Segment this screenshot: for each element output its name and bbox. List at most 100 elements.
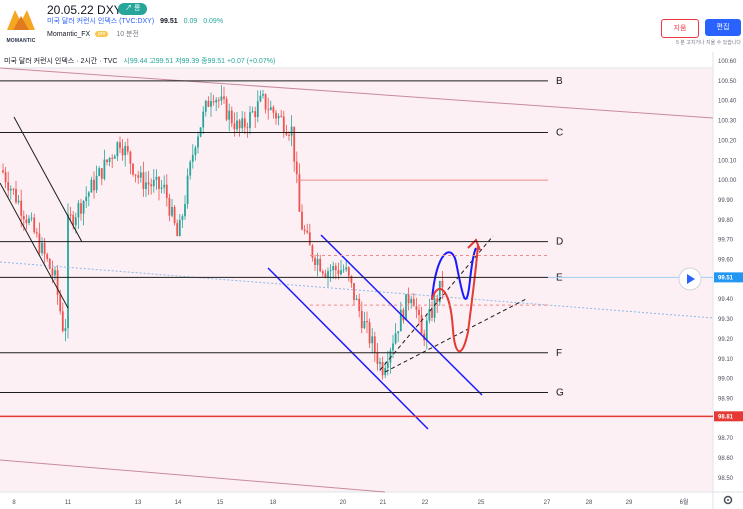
edit-button[interactable]: 편집: [705, 19, 741, 36]
symbol-link[interactable]: 미국 달러 커런시 인덱스 (TVC:DXY): [47, 18, 155, 25]
price-tick-label: 100.20: [718, 138, 737, 144]
price-tick-label: 98.50: [718, 476, 734, 482]
time-tick-label: 18: [270, 500, 277, 506]
candle-body: [233, 123, 236, 130]
channel-upper-line[interactable]: [320, 234, 483, 396]
candle-body: [368, 322, 371, 344]
author-line: Momantic_FX pro 10 분전: [47, 29, 139, 39]
projection-path-red[interactable]: [431, 244, 479, 353]
candle-body: [126, 145, 129, 152]
candle-body: [438, 280, 441, 302]
level-label: D: [556, 237, 563, 248]
projection-path-blue[interactable]: [431, 247, 477, 301]
chart-pane[interactable]: [0, 68, 713, 492]
candle-body: [119, 142, 121, 149]
candle-body: [386, 362, 389, 368]
candle-body: [280, 115, 283, 117]
candle-body: [77, 203, 80, 218]
candle-body: [415, 306, 418, 310]
support-price-tag: [714, 411, 743, 422]
candle-body: [295, 161, 298, 175]
candle-body: [340, 270, 342, 275]
candle-body: [33, 217, 36, 233]
time-ago: 10 분전: [116, 31, 139, 38]
candle-body: [35, 232, 38, 234]
gear-icon[interactable]: [723, 495, 733, 505]
candle-body: [139, 172, 142, 178]
price-tick-label: 99.20: [718, 337, 734, 343]
price-tick-label: 99.00: [718, 377, 734, 383]
candle-body: [254, 111, 257, 118]
candle-body: [106, 159, 108, 163]
candle-body: [132, 163, 134, 175]
price-tick-label: 99.80: [718, 218, 734, 224]
trendline-upper[interactable]: [0, 67, 714, 119]
candle-body: [41, 242, 43, 254]
candle-body: [405, 294, 407, 321]
channel-lower-line[interactable]: [267, 267, 429, 430]
candle-body: [329, 270, 332, 272]
candle-body: [212, 101, 215, 103]
candle-body: [259, 95, 262, 102]
candle-body: [43, 242, 46, 255]
candle-body: [17, 200, 20, 203]
symbol-line: 미국 달러 커런시 인덱스 (TVC:DXY) 99.51 0.09 0.09%: [47, 16, 223, 26]
candle-body: [82, 201, 85, 214]
price-chart[interactable]: BCDEFG 100.60100.50100.40100.30100.20100…: [0, 52, 743, 509]
candle-body: [431, 309, 433, 318]
time-axis[interactable]: 8 11 13 14 15 18 20 21 22 25 27 28 29 6월: [12, 498, 688, 506]
candle-body: [256, 101, 259, 118]
candle-body: [217, 99, 220, 101]
candle-body: [30, 217, 33, 219]
candle-body: [189, 161, 192, 176]
price-tick-label: 99.60: [718, 258, 734, 264]
level-label: G: [556, 387, 564, 398]
candle-body: [418, 309, 420, 316]
candle-body: [202, 111, 205, 128]
delete-button[interactable]: 지움: [661, 19, 699, 38]
candle-body: [61, 311, 64, 332]
candle-body: [186, 175, 189, 205]
candle-body: [272, 107, 275, 113]
ascending-dash-upper[interactable]: [379, 235, 494, 371]
candle-body: [28, 218, 30, 224]
drawing-layer[interactable]: [0, 67, 714, 493]
time-tick-label: 14: [175, 500, 182, 506]
candle-body: [360, 310, 363, 329]
time-tick-label: 21: [380, 500, 387, 506]
candle-body: [293, 126, 296, 162]
candle-body: [373, 336, 376, 353]
candle-body: [215, 99, 218, 103]
wedge-line-top[interactable]: [13, 116, 83, 243]
candle-body: [67, 214, 69, 329]
candle-body: [324, 273, 327, 278]
price-axis[interactable]: 100.60 100.50 100.40 100.30 100.20 100.10 100.…: [714, 59, 743, 482]
candle-body: [152, 179, 155, 187]
candle-body: [353, 283, 355, 300]
symbol-change: 0.09: [183, 18, 198, 25]
candle-body: [171, 207, 173, 216]
author-name[interactable]: Momantic_FX: [47, 31, 91, 38]
time-tick-label: 11: [65, 500, 72, 506]
candle-body: [262, 93, 264, 96]
candle-body: [116, 142, 119, 157]
candle-body: [334, 266, 337, 271]
candle-body: [145, 182, 147, 189]
candle-body: [308, 232, 311, 246]
candle-body: [80, 203, 82, 214]
level-lines[interactable]: BCDEFG: [0, 76, 713, 418]
wedge-line-bottom[interactable]: [0, 182, 69, 309]
play-icon[interactable]: [678, 267, 702, 291]
ascending-dash-lower[interactable]: [384, 297, 529, 373]
trendline-lower[interactable]: [0, 459, 386, 493]
momantic-logo: [7, 10, 35, 30]
candle-body: [20, 200, 23, 216]
time-tick-label: 8: [12, 500, 16, 506]
candle-body: [197, 136, 199, 148]
candle-body: [204, 100, 207, 112]
candle-body: [95, 175, 98, 191]
price-tick-label: 99.40: [718, 297, 734, 303]
candle-body: [428, 309, 431, 321]
candle-body: [163, 184, 166, 188]
edit-hint: 5 분 고치거나 지울 수 있습니다: [676, 40, 741, 46]
